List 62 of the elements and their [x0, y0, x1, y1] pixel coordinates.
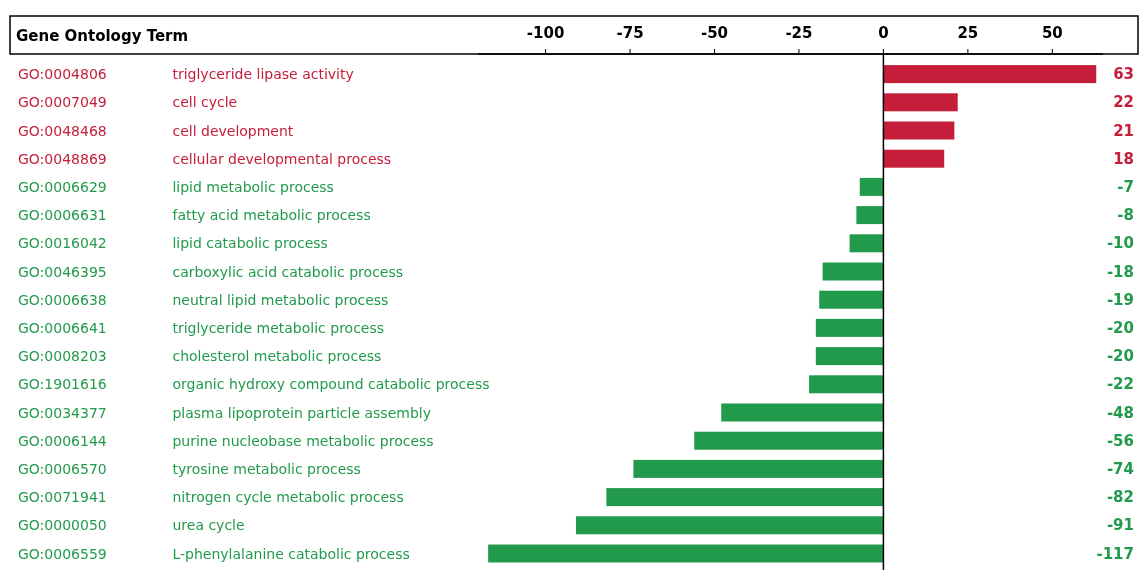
data-label: -7 [1117, 177, 1134, 196]
bar [633, 459, 884, 478]
data-label: -22 [1106, 375, 1134, 394]
bar [822, 262, 884, 281]
bar [883, 121, 955, 140]
x-tick-label: 0 [878, 24, 889, 42]
bar [849, 234, 884, 253]
bar [883, 149, 945, 168]
x-tick-label: -75 [616, 24, 644, 42]
bar [606, 488, 884, 507]
bar [819, 290, 884, 309]
data-label: -10 [1106, 234, 1134, 253]
bar [488, 544, 884, 563]
x-tick-label: 50 [1041, 24, 1063, 42]
category-label: GO:0071941 nitrogen cycle metabolic process [18, 489, 404, 506]
x-tick-label: -100 [526, 24, 565, 42]
data-label: -20 [1106, 347, 1134, 366]
category-label: GO:0006144 purine nucleobase metabolic process [18, 432, 434, 449]
x-tick-label: -50 [700, 24, 729, 42]
bar [859, 177, 884, 196]
category-label: GO:0048869 cellular developmental process [18, 150, 392, 167]
category-label: GO:0034377 plasma lipoprotein particle assembly [18, 404, 431, 421]
category-label: GO:0006631 fatty acid metabolic process [18, 207, 371, 224]
bar [809, 375, 884, 394]
bar [856, 206, 884, 225]
bar [575, 516, 884, 535]
x-tick-label: -25 [785, 24, 813, 42]
category-label: GO:0008203 cholesterol metabolic process [18, 348, 382, 365]
data-label: -91 [1106, 516, 1134, 535]
bar [883, 65, 1097, 84]
data-label: 22 [1113, 93, 1134, 112]
data-label: -20 [1106, 318, 1134, 337]
data-label: -74 [1106, 459, 1134, 478]
bar [883, 93, 958, 112]
bar [694, 431, 884, 450]
category-label: GO:0006559 L-phenylalanine catabolic process [18, 545, 410, 562]
category-label: GO:0004806 triglyceride lipase activity [18, 66, 354, 83]
category-label: GO:0007049 cell cycle [18, 94, 238, 111]
category-label: GO:0006570 tyrosine metabolic process [18, 460, 361, 477]
data-label: -56 [1106, 431, 1134, 450]
data-label: 18 [1113, 149, 1134, 168]
bar [815, 347, 884, 366]
data-label: -19 [1106, 290, 1134, 309]
category-label: GO:0006641 triglyceride metabolic process [18, 319, 385, 336]
data-label: -117 [1096, 544, 1134, 563]
data-label: -82 [1106, 488, 1134, 507]
data-label: 21 [1113, 121, 1134, 140]
text: Gene Ontology Term [16, 27, 189, 45]
category-label: GO:0046395 carboxylic acid catabolic process [18, 263, 404, 280]
category-label: GO:0016042 lipid catabolic process [18, 235, 328, 252]
x-tick-label: 25 [957, 24, 979, 42]
data-label: -18 [1106, 262, 1134, 281]
category-label: GO:1901616 organic hydroxy compound catabolic process [18, 376, 490, 393]
bar [815, 318, 884, 337]
bar [721, 403, 884, 422]
category-label: GO:0006638 neutral lipid metabolic process [18, 291, 389, 308]
category-label: GO:0048468 cell development [18, 122, 294, 139]
data-label: -48 [1106, 403, 1134, 422]
data-label: 63 [1113, 65, 1134, 84]
category-label: GO:0000050 urea cycle [18, 517, 245, 534]
category-label: GO:0006629 lipid metabolic process [18, 178, 334, 195]
data-label: -8 [1117, 206, 1134, 225]
